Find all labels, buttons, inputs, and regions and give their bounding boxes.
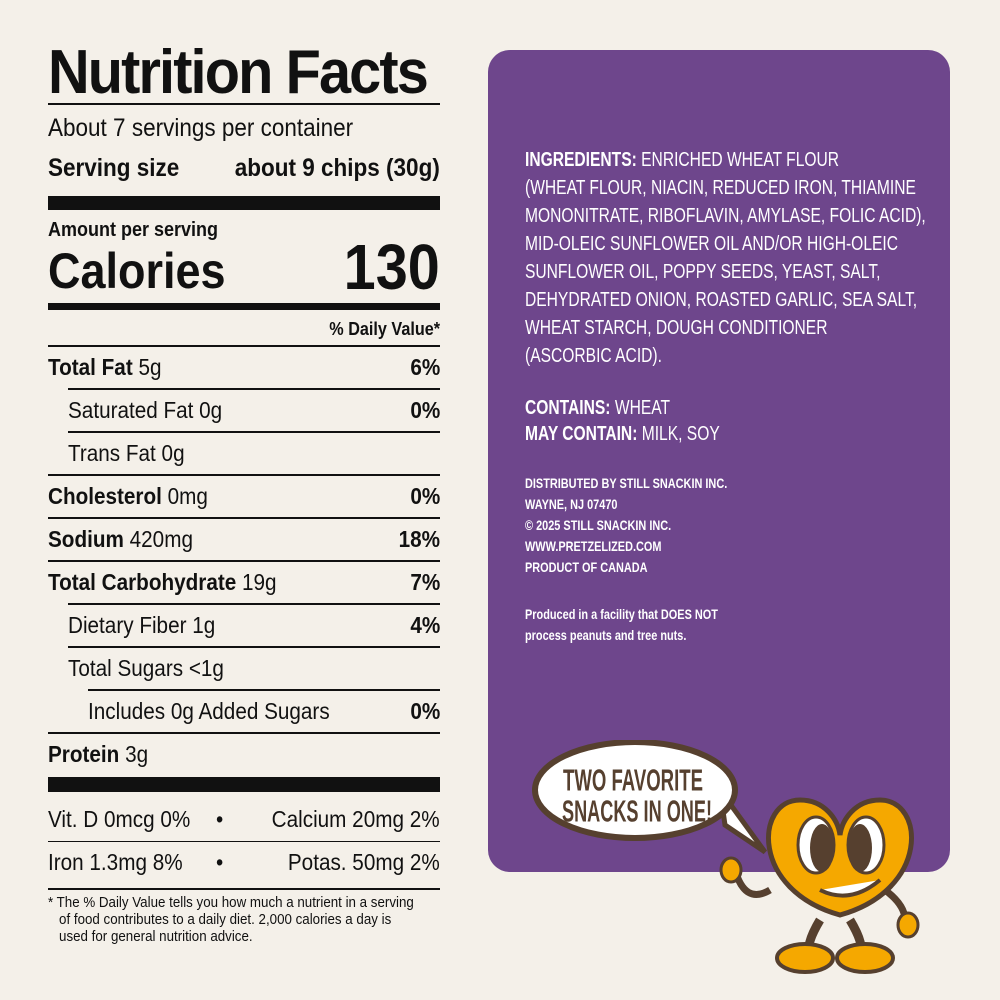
nutrient-name: Trans Fat — [68, 440, 156, 466]
divider — [48, 841, 440, 842]
nutrient-name: Saturated Fat — [68, 397, 194, 423]
pretzel-character — [719, 797, 920, 974]
serving-size-label: Serving size — [48, 154, 180, 182]
nutrient-daily-value: 0% — [410, 698, 440, 724]
nutrient-row: Total Fat 5g — [48, 354, 161, 381]
nutrient-amount: 19g — [241, 569, 277, 595]
distributor-line: WWW.PRETZELIZED.COM — [525, 538, 662, 554]
nutrient-row: Total Carbohydrate 19g — [48, 569, 277, 596]
row-divider — [68, 431, 440, 433]
ingredients-label: INGREDIENTS: — [525, 149, 637, 171]
row-divider — [48, 732, 440, 734]
nutrient-amount: 1g — [192, 612, 216, 638]
nutrient-row: Trans Fat 0g — [68, 440, 185, 467]
nutrient-name: Total Fat — [48, 354, 133, 380]
row-divider — [48, 474, 440, 476]
distributor-line: WAYNE, NJ 07470 — [525, 496, 618, 512]
facility-line: process peanuts and tree nuts. — [525, 627, 687, 643]
nutrient-amount: 0g — [161, 440, 185, 466]
ingredients-line: ENRICHED WHEAT FLOUR — [636, 149, 840, 171]
ingredients-line: (ASCORBIC ACID). — [525, 345, 662, 367]
may-contain-value: MILK, SOY — [637, 423, 720, 445]
nutrient-row: Dietary Fiber 1g — [68, 612, 215, 639]
serving-size-value: about 9 chips (30g) — [234, 154, 440, 182]
distributor-line: DISTRIBUTED BY STILL SNACKIN INC. — [525, 475, 728, 491]
row-divider — [88, 689, 440, 691]
contains-value: WHEAT — [610, 397, 671, 419]
ingredients-line: MID-OLEIC SUNFLOWER OIL AND/OR HIGH-OLEI… — [525, 233, 898, 255]
nutrition-title: Nutrition Facts — [48, 38, 429, 107]
calcium: Calcium 20mg 2% — [272, 806, 440, 832]
nutrient-row: Includes 0g Added Sugars — [88, 698, 330, 725]
divider-thick — [48, 777, 440, 792]
nutrient-row: Protein 3g — [48, 741, 148, 768]
ingredients-line: DEHYDRATED ONION, ROASTED GARLIC, SEA SA… — [525, 289, 918, 311]
row-divider — [68, 603, 440, 605]
iron: Iron 1.3mg 8% — [48, 849, 183, 875]
speech-line: SNACKS IN ONE! — [562, 794, 712, 829]
divider — [48, 888, 440, 890]
row-divider — [68, 388, 440, 390]
allergens: CONTAINS: WHEAT MAY CONTAIN: MILK, SOY — [525, 395, 720, 447]
bullet: • — [216, 806, 224, 832]
bullet: • — [216, 849, 224, 875]
nutrient-daily-value: 0% — [410, 483, 440, 509]
nutrient-row: Saturated Fat 0g — [68, 397, 222, 424]
ingredients-line: WHEAT STARCH, DOUGH CONDITIONER — [525, 317, 828, 339]
calories-label: Calories — [48, 243, 226, 299]
speech-bubble: TWO FAVORITE SNACKS IN ONE! — [532, 740, 768, 855]
pretzel-mascot: TWO FAVORITE SNACKS IN ONE! — [532, 740, 920, 974]
footnote: * The % Daily Value tells you how much a… — [48, 895, 414, 945]
ingredients-text: INGREDIENTS: ENRICHED WHEAT FLOUR (WHEAT… — [525, 146, 926, 370]
nutrient-name: Sodium — [48, 526, 124, 552]
servings-per-container: About 7 servings per container — [48, 114, 354, 142]
nutrient-name: Cholesterol — [48, 483, 162, 509]
nutrient-daily-value: 18% — [398, 526, 440, 552]
vitamin-d: Vit. D 0mcg 0% — [48, 806, 191, 832]
nutrient-name: Protein — [48, 741, 120, 767]
nutrient-daily-value: 0% — [410, 397, 440, 423]
nutrient-row: Cholesterol 0mg — [48, 483, 208, 510]
nutrient-amount: <1g — [188, 655, 224, 681]
nutrient-daily-value: 4% — [410, 612, 440, 638]
may-contain-label: MAY CONTAIN: — [525, 423, 638, 445]
nutrient-name: Total Carbohydrate — [48, 569, 237, 595]
amount-per-serving: Amount per serving — [48, 219, 219, 241]
ingredients-panel: INGREDIENTS: ENRICHED WHEAT FLOUR (WHEAT… — [488, 50, 950, 872]
speech-line: TWO FAVORITE — [563, 763, 703, 798]
nutrient-amount: 420mg — [129, 526, 193, 552]
daily-value-header: % Daily Value* — [329, 319, 440, 339]
potassium: Potas. 50mg 2% — [288, 849, 440, 875]
calories-value: 130 — [343, 231, 440, 303]
nutrient-amount: 0g — [199, 397, 223, 423]
row-divider — [48, 560, 440, 562]
nutrient-daily-value: 6% — [410, 354, 440, 380]
facility-line: Produced in a facility that DOES NOT — [525, 606, 718, 622]
ingredients-line: MONONITRATE, RIBOFLAVIN, AMYLASE, FOLIC … — [525, 205, 926, 227]
row-divider — [48, 517, 440, 519]
facility-note: Produced in a facility that DOES NOT pro… — [525, 604, 718, 646]
row-divider — [68, 646, 440, 648]
ingredients-line: SUNFLOWER OIL, POPPY SEEDS, YEAST, SALT, — [525, 261, 881, 283]
row-divider — [48, 345, 440, 347]
divider-thick — [48, 196, 440, 210]
nutrient-amount: 0mg — [167, 483, 208, 509]
divider-medium — [48, 303, 440, 310]
nutrient-amount: 5g — [138, 354, 162, 380]
nutrient-row: Total Sugars <1g — [68, 655, 224, 682]
contains-label: CONTAINS: — [525, 397, 611, 419]
nutrient-amount: 3g — [125, 741, 149, 767]
nutrition-facts-label: Nutrition Facts About 7 servings per con… — [48, 38, 440, 890]
divider — [48, 103, 440, 105]
nutrient-row: Sodium 420mg — [48, 526, 193, 553]
distributor-info: DISTRIBUTED BY STILL SNACKIN INC. WAYNE,… — [525, 473, 727, 578]
nutrient-name: Dietary Fiber — [68, 612, 187, 638]
distributor-line: © 2025 STILL SNACKIN INC. — [525, 517, 672, 533]
nutrient-name: Total Sugars — [68, 655, 184, 681]
ingredients-line: (WHEAT FLOUR, NIACIN, REDUCED IRON, THIA… — [525, 177, 916, 199]
nutrient-daily-value: 7% — [410, 569, 440, 595]
distributor-line: PRODUCT OF CANADA — [525, 559, 648, 575]
nutrient-name: Includes 0g Added Sugars — [88, 698, 330, 724]
